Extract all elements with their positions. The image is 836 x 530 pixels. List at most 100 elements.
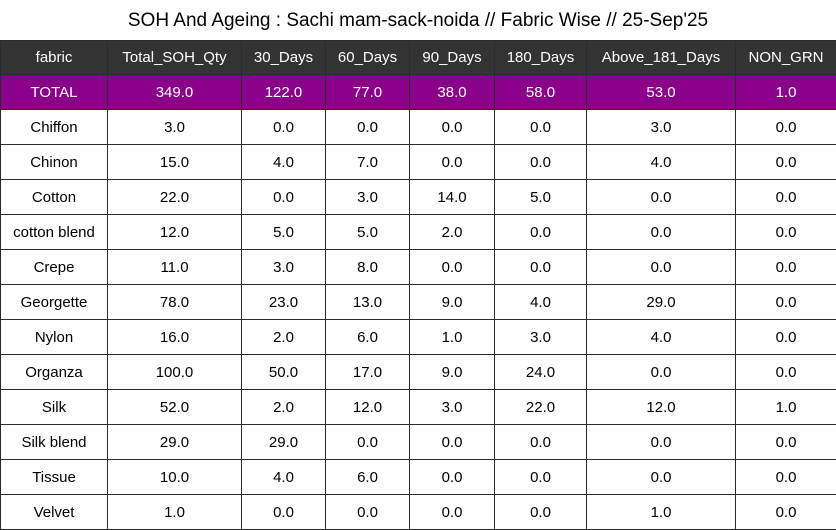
quantity-cell: 0.0 <box>494 109 587 145</box>
fabric-cell: Crepe <box>0 249 108 285</box>
quantity-cell: 0.0 <box>735 494 836 530</box>
quantity-cell: 0.0 <box>241 109 326 145</box>
quantity-cell: 0.0 <box>325 494 410 530</box>
quantity-cell: 0.0 <box>241 179 326 215</box>
quantity-cell: 5.0 <box>241 214 326 250</box>
fabric-cell: cotton blend <box>0 214 108 250</box>
table-row: Chinon 15.0 4.0 7.0 0.0 0.0 4.0 0.0 <box>0 144 836 180</box>
quantity-cell: 0.0 <box>409 459 495 495</box>
fabric-cell: Organza <box>0 354 108 390</box>
quantity-cell: 0.0 <box>735 459 836 495</box>
quantity-cell: 23.0 <box>241 284 326 320</box>
quantity-cell: 100.0 <box>107 354 242 390</box>
column-header-180-days: 180_Days <box>494 40 587 75</box>
quantity-cell: 17.0 <box>325 354 410 390</box>
quantity-cell: 0.0 <box>735 424 836 460</box>
quantity-cell: 29.0 <box>586 284 736 320</box>
quantity-cell: 3.0 <box>325 179 410 215</box>
quantity-cell: 5.0 <box>325 214 410 250</box>
quantity-cell: 0.0 <box>735 284 836 320</box>
table-row: Silk blend 29.0 29.0 0.0 0.0 0.0 0.0 0.0 <box>0 424 836 460</box>
table-row: Velvet 1.0 0.0 0.0 0.0 0.0 1.0 0.0 <box>0 494 836 530</box>
quantity-cell: 0.0 <box>241 494 326 530</box>
quantity-cell: 0.0 <box>586 214 736 250</box>
table-row: Chiffon 3.0 0.0 0.0 0.0 0.0 3.0 0.0 <box>0 109 836 145</box>
quantity-cell: 2.0 <box>241 389 326 425</box>
fabric-cell: Silk blend <box>0 424 108 460</box>
total-cell: 122.0 <box>241 74 326 110</box>
quantity-cell: 0.0 <box>586 179 736 215</box>
quantity-cell: 4.0 <box>494 284 587 320</box>
quantity-cell: 0.0 <box>735 144 836 180</box>
quantity-cell: 7.0 <box>325 144 410 180</box>
fabric-cell: Tissue <box>0 459 108 495</box>
column-header-total-soh-qty: Total_SOH_Qty <box>107 40 242 75</box>
quantity-cell: 0.0 <box>409 494 495 530</box>
quantity-cell: 0.0 <box>494 214 587 250</box>
quantity-cell: 12.0 <box>107 214 242 250</box>
table-row: Georgette 78.0 23.0 13.0 9.0 4.0 29.0 0.0 <box>0 284 836 320</box>
fabric-cell: Nylon <box>0 319 108 355</box>
total-cell: 1.0 <box>735 74 836 110</box>
total-cell: 58.0 <box>494 74 587 110</box>
quantity-cell: 0.0 <box>494 459 587 495</box>
quantity-cell: 22.0 <box>494 389 587 425</box>
fabric-cell: Chiffon <box>0 109 108 145</box>
quantity-cell: 0.0 <box>494 249 587 285</box>
column-header-fabric: fabric <box>0 40 108 75</box>
quantity-cell: 0.0 <box>586 354 736 390</box>
quantity-cell: 0.0 <box>325 109 410 145</box>
total-cell: 53.0 <box>586 74 736 110</box>
quantity-cell: 3.0 <box>241 249 326 285</box>
column-header-90-days: 90_Days <box>409 40 495 75</box>
quantity-cell: 1.0 <box>409 319 495 355</box>
quantity-cell: 14.0 <box>409 179 495 215</box>
column-header-30-days: 30_Days <box>241 40 326 75</box>
quantity-cell: 0.0 <box>586 424 736 460</box>
quantity-cell: 3.0 <box>409 389 495 425</box>
fabric-cell: Velvet <box>0 494 108 530</box>
column-header-non-grn: NON_GRN <box>735 40 836 75</box>
quantity-cell: 2.0 <box>241 319 326 355</box>
quantity-cell: 0.0 <box>494 424 587 460</box>
quantity-cell: 3.0 <box>494 319 587 355</box>
fabric-cell: Chinon <box>0 144 108 180</box>
quantity-cell: 0.0 <box>586 459 736 495</box>
quantity-cell: 13.0 <box>325 284 410 320</box>
quantity-cell: 22.0 <box>107 179 242 215</box>
column-header-above-181-days: Above_181_Days <box>586 40 736 75</box>
quantity-cell: 0.0 <box>735 214 836 250</box>
quantity-cell: 0.0 <box>735 249 836 285</box>
quantity-cell: 9.0 <box>409 354 495 390</box>
table-row: Silk 52.0 2.0 12.0 3.0 22.0 12.0 1.0 <box>0 389 836 425</box>
header-row: fabric Total_SOH_Qty 30_Days 60_Days 90_… <box>0 40 836 75</box>
quantity-cell: 1.0 <box>107 494 242 530</box>
total-cell: 349.0 <box>107 74 242 110</box>
quantity-cell: 52.0 <box>107 389 242 425</box>
fabric-cell: Silk <box>0 389 108 425</box>
total-cell: 77.0 <box>325 74 410 110</box>
quantity-cell: 50.0 <box>241 354 326 390</box>
quantity-cell: 0.0 <box>409 144 495 180</box>
table-row: Crepe 11.0 3.0 8.0 0.0 0.0 0.0 0.0 <box>0 249 836 285</box>
table-row: cotton blend 12.0 5.0 5.0 2.0 0.0 0.0 0.0 <box>0 214 836 250</box>
report-title: SOH And Ageing : Sachi mam-sack-noida //… <box>127 10 709 31</box>
quantity-cell: 6.0 <box>325 459 410 495</box>
quantity-cell: 4.0 <box>241 459 326 495</box>
total-row: TOTAL 349.0 122.0 77.0 38.0 58.0 53.0 1.… <box>0 74 836 110</box>
fabric-cell: Cotton <box>0 179 108 215</box>
quantity-cell: 0.0 <box>409 249 495 285</box>
quantity-cell: 0.0 <box>494 494 587 530</box>
quantity-cell: 9.0 <box>409 284 495 320</box>
quantity-cell: 10.0 <box>107 459 242 495</box>
quantity-cell: 4.0 <box>241 144 326 180</box>
quantity-cell: 0.0 <box>586 249 736 285</box>
table-row: Cotton 22.0 0.0 3.0 14.0 5.0 0.0 0.0 <box>0 179 836 215</box>
table-row: Tissue 10.0 4.0 6.0 0.0 0.0 0.0 0.0 <box>0 459 836 495</box>
quantity-cell: 1.0 <box>586 494 736 530</box>
quantity-cell: 3.0 <box>586 109 736 145</box>
fabric-cell: Georgette <box>0 284 108 320</box>
quantity-cell: 78.0 <box>107 284 242 320</box>
quantity-cell: 0.0 <box>735 109 836 145</box>
table-row: Organza 100.0 50.0 17.0 9.0 24.0 0.0 0.0 <box>0 354 836 390</box>
